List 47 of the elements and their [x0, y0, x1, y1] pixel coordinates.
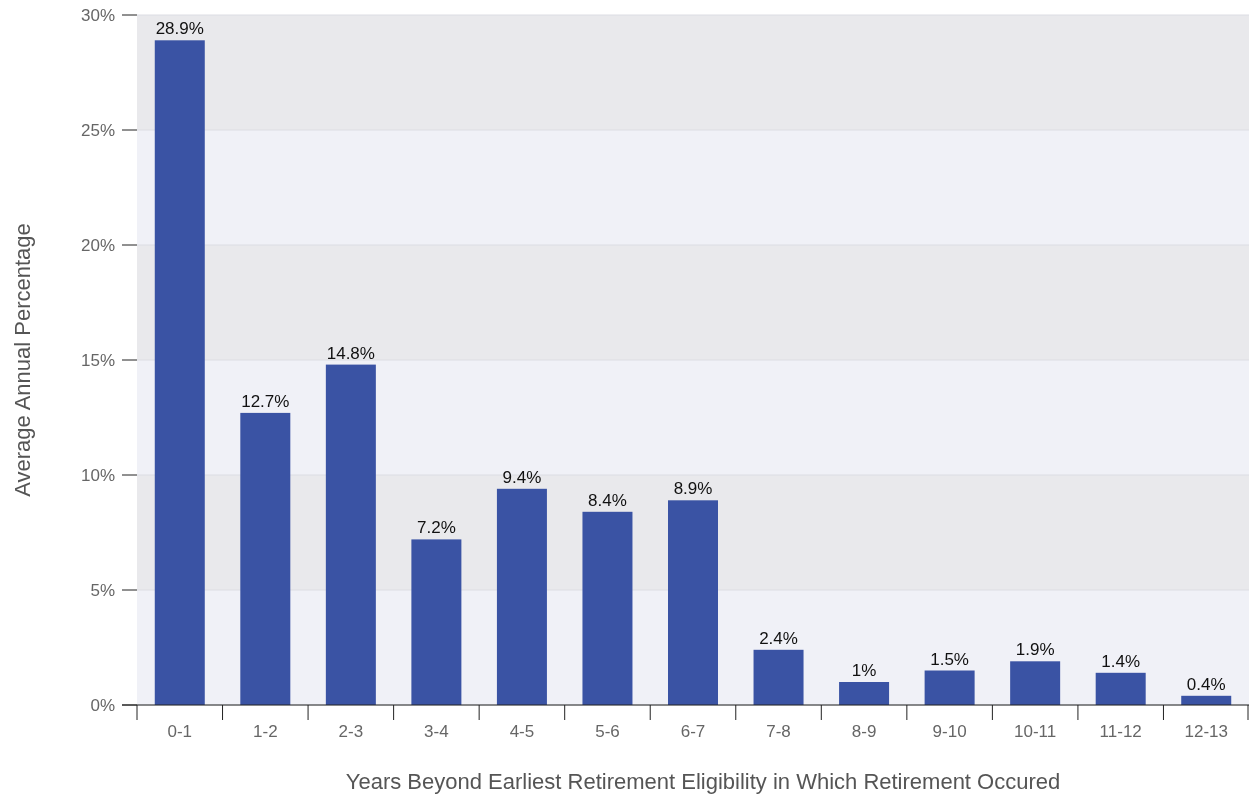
y-tick-label: 10% — [80, 465, 115, 485]
x-tick-label: 8-9 — [851, 722, 877, 741]
data-label: 9.4% — [502, 467, 542, 487]
bar — [1010, 661, 1061, 705]
y-tick-label: 30% — [80, 5, 115, 25]
bar — [325, 364, 376, 705]
x-tick-label: 9-10 — [932, 722, 967, 741]
data-label: 1.9% — [1015, 640, 1055, 660]
data-label: 8.9% — [673, 479, 713, 499]
bar — [668, 500, 718, 705]
data-label: 2.4% — [759, 628, 798, 648]
bar — [154, 40, 205, 705]
y-tick-label: 15% — [80, 350, 115, 370]
x-tick-label: 1-2 — [253, 722, 278, 741]
data-label: 1.5% — [930, 649, 969, 669]
x-axis-title: Years Beyond Earliest Retirement Eligibility in Which Retirement Occured — [345, 769, 1061, 794]
bar — [411, 539, 462, 705]
x-tick-label: 4-5 — [509, 722, 535, 741]
y-tick-label: 20% — [80, 235, 115, 255]
data-label: 1.4% — [1101, 651, 1141, 671]
data-label: 0.4% — [1186, 674, 1226, 694]
data-label: 28.9% — [155, 19, 204, 39]
y-tick-label: 0% — [90, 695, 115, 715]
bar — [753, 649, 804, 705]
x-tick-label: 2-3 — [338, 722, 364, 741]
x-tick-label: 6-7 — [680, 722, 706, 741]
bar — [582, 511, 633, 705]
data-label: 14.8% — [326, 343, 375, 363]
x-tick-label: 12-13 — [1184, 722, 1228, 741]
data-label: 8.4% — [588, 490, 627, 510]
x-tick-label: 10-11 — [1014, 722, 1057, 741]
data-label: 7.2% — [417, 518, 456, 538]
x-tick-label: 3-4 — [424, 722, 449, 741]
bar — [496, 488, 547, 705]
y-tick-label: 25% — [80, 120, 115, 140]
x-tick-label: 7-8 — [766, 722, 791, 741]
x-tick-label: 11-12 — [1099, 722, 1142, 741]
x-tick-label: 0-1 — [167, 722, 193, 741]
data-label: 1% — [851, 661, 877, 680]
data-label: 12.7% — [241, 391, 290, 411]
y-tick-label: 5% — [90, 580, 115, 600]
bar — [240, 412, 291, 705]
bar — [924, 670, 975, 705]
bar — [1095, 672, 1146, 705]
y-axis-title: Average Annual Percentage — [10, 223, 35, 497]
x-tick-label: 5-6 — [595, 722, 620, 741]
bar — [839, 682, 890, 705]
